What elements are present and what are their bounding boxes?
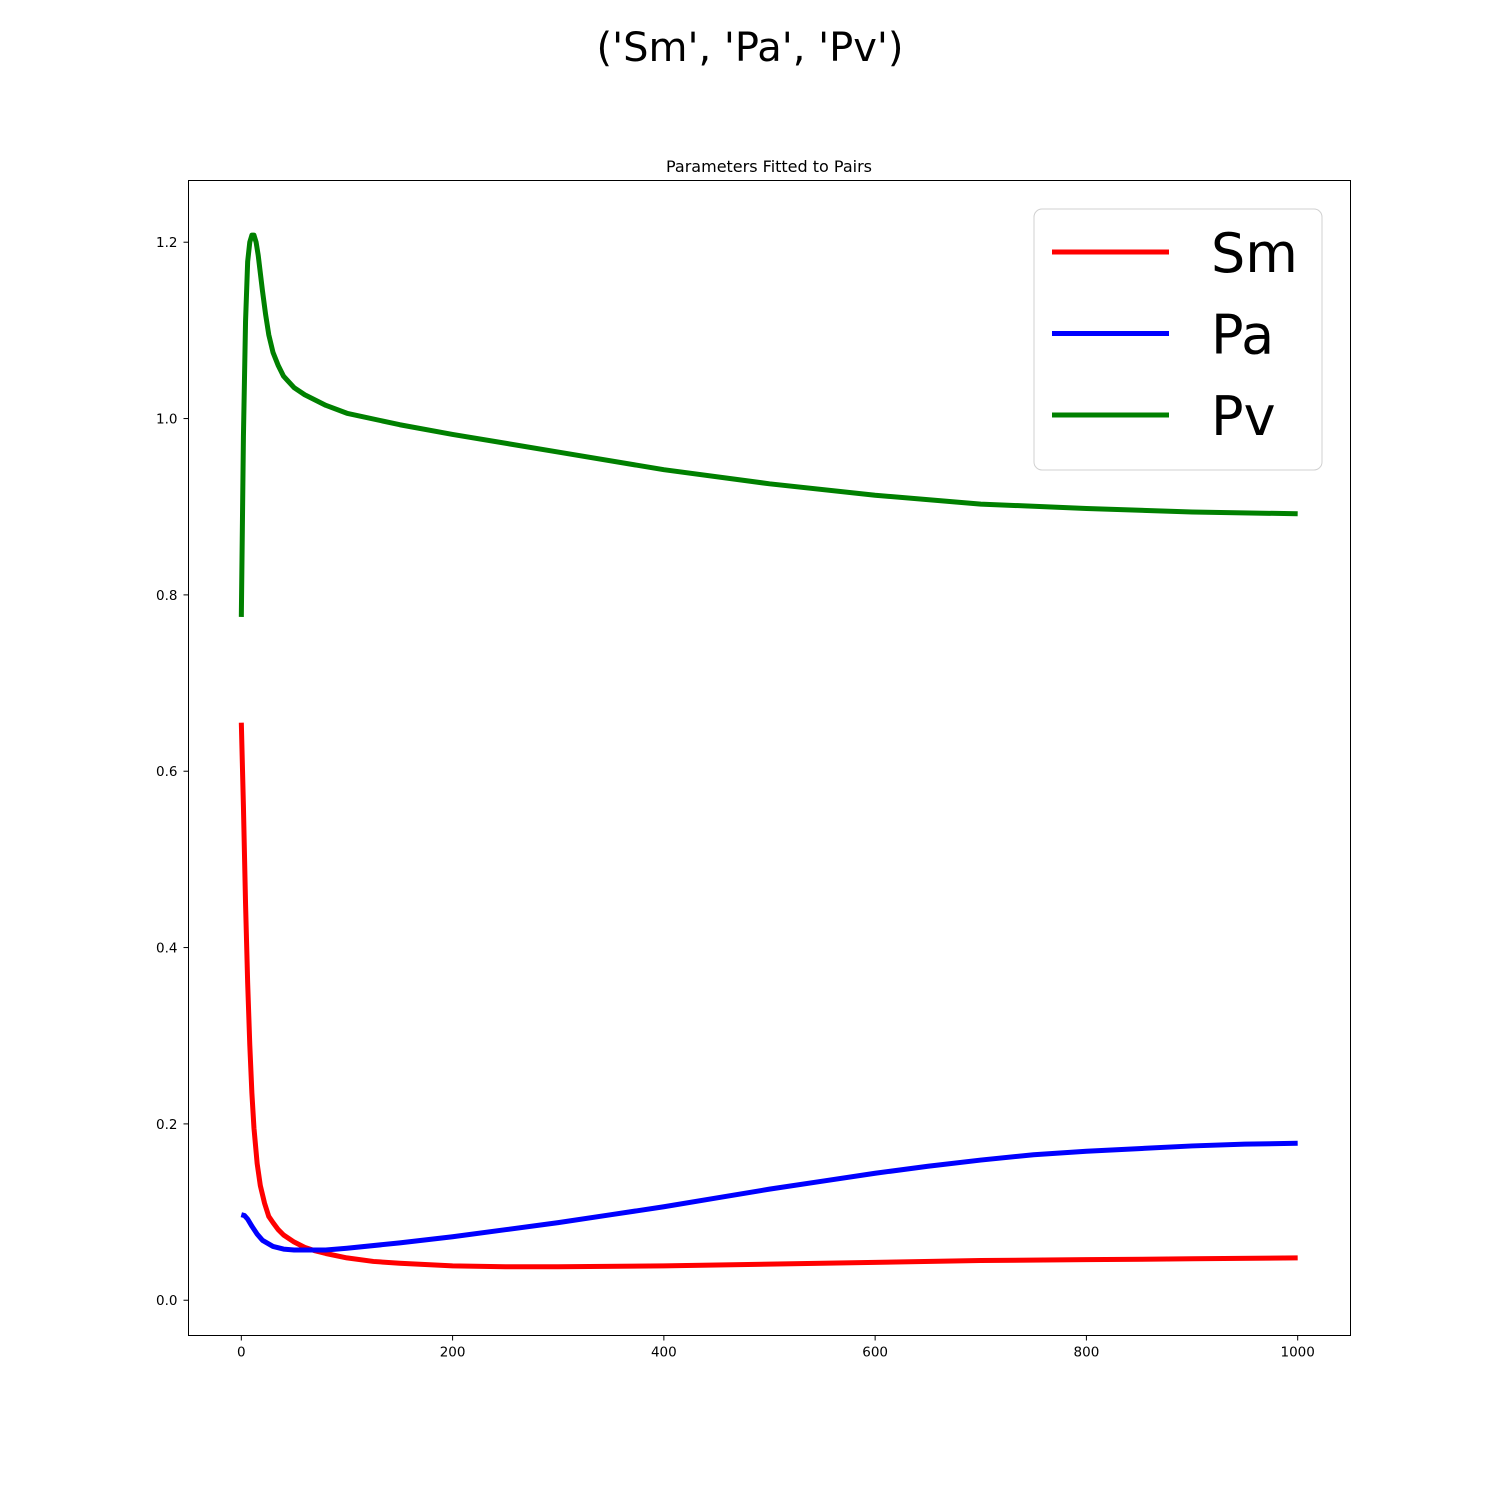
chart-title: Parameters Fitted to Pairs xyxy=(666,157,872,176)
x-tick-label: 0 xyxy=(237,1345,246,1361)
x-tick-label: 400 xyxy=(651,1345,677,1361)
x-tick-label: 600 xyxy=(862,1345,888,1361)
y-tick-label: 0.6 xyxy=(156,764,177,780)
x-tick-label: 1000 xyxy=(1281,1345,1315,1361)
axes-frame xyxy=(188,180,1351,1336)
series-line-pv xyxy=(238,232,1298,617)
legend-frame xyxy=(1033,208,1323,471)
y-tick-label: 0.8 xyxy=(156,588,177,604)
y-axis: 0.0 0.2 0.4 0.6 0.8 1.0 1.2 xyxy=(156,235,189,1309)
y-tick-label: 0.0 xyxy=(156,1293,177,1309)
legend-items: Sm Pa Pv xyxy=(1052,222,1298,448)
legend-label-pa: Pa xyxy=(1211,304,1274,367)
x-tick-label: 200 xyxy=(440,1345,466,1361)
legend: Sm Pa Pv xyxy=(1033,208,1323,471)
plot-area: 0 200 400 600 800 1000 0.0 0.2 0.4 0.6 0.8 1.0 1.2 xyxy=(156,180,1351,1361)
x-tick-label: 800 xyxy=(1074,1345,1100,1361)
series-line-pa xyxy=(240,1140,1298,1253)
legend-label-pv: Pv xyxy=(1211,385,1276,448)
y-tick-label: 1.2 xyxy=(156,235,177,251)
x-axis: 0 200 400 600 800 1000 xyxy=(237,1335,1315,1361)
series-line-sm xyxy=(238,722,1298,1270)
legend-label-sm: Sm xyxy=(1211,222,1298,285)
y-tick-label: 0.4 xyxy=(156,941,177,957)
y-tick-label: 0.2 xyxy=(156,1117,177,1133)
figure-suptitle: ('Sm', 'Pa', 'Pv') xyxy=(596,25,903,71)
y-tick-label: 1.0 xyxy=(156,412,177,428)
series-group xyxy=(238,232,1298,1270)
